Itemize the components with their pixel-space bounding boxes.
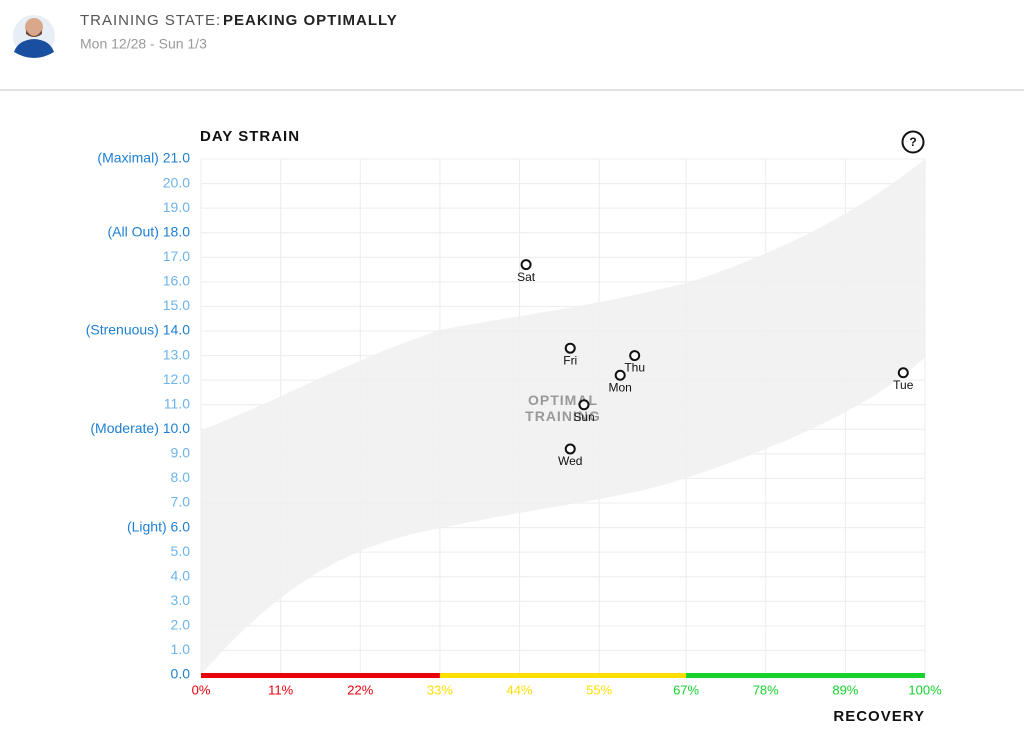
- y-tick-label: 3.0: [171, 592, 191, 608]
- y-tick-label: 17.0: [163, 248, 190, 264]
- separator: [0, 89, 1024, 91]
- y-tick-label: (Maximal) 21.0: [97, 150, 190, 166]
- y-axis-title: DAY STRAIN: [200, 128, 300, 145]
- y-tick-label: 11.0: [164, 395, 190, 411]
- y-tick-label: 4.0: [171, 567, 191, 583]
- y-tick-label: (Strenuous) 14.0: [86, 322, 190, 338]
- x-tick-label: 44%: [507, 682, 533, 697]
- state: PEAKING OPTIMALLY: [223, 12, 398, 29]
- y-tick-label: 9.0: [171, 445, 191, 461]
- x-axis-title: RECOVERY: [833, 708, 925, 725]
- y-tick-label: 7.0: [171, 494, 191, 510]
- point: [564, 342, 576, 354]
- recovery-zone: [686, 673, 925, 678]
- x-tick-label: 11%: [268, 682, 293, 697]
- recovery-zone: [439, 673, 687, 678]
- point: [629, 350, 641, 362]
- optimal-band: [201, 159, 925, 675]
- y-tick-label: 20.0: [163, 174, 190, 190]
- y-tick-label: (All Out) 18.0: [108, 223, 191, 239]
- point-label: Wed: [558, 454, 582, 468]
- point-label: Mon: [609, 380, 632, 394]
- x-tick-label: 100%: [908, 682, 942, 697]
- help-icon[interactable]: ?: [909, 135, 916, 149]
- date-range: Mon 12/28 - Sun 1/3: [80, 36, 207, 52]
- x-tick-label: 33%: [427, 682, 453, 697]
- y-tick-label: 13.0: [163, 346, 190, 362]
- state-label: TRAINING STATE:: [80, 12, 221, 29]
- avatar: [13, 15, 55, 58]
- point-label: Fri: [563, 353, 577, 367]
- y-tick-label: 15.0: [163, 297, 190, 313]
- y-tick-label: 19.0: [163, 199, 190, 215]
- point-label: Thu: [624, 361, 645, 375]
- point-label: Sat: [517, 270, 536, 284]
- help-button[interactable]: [901, 130, 925, 154]
- point: [520, 259, 532, 271]
- point-label: Sun: [573, 410, 594, 424]
- y-tick-label: 0.0: [171, 666, 191, 682]
- y-tick-label: 1.0: [171, 641, 191, 657]
- y-tick-label: 8.0: [171, 469, 191, 485]
- point: [614, 369, 626, 381]
- point: [564, 443, 576, 455]
- point-label: Tue: [893, 378, 914, 392]
- x-tick-label: 22%: [347, 682, 373, 697]
- y-tick-label: 2.0: [171, 617, 191, 633]
- x-tick-label: 78%: [753, 682, 779, 697]
- y-tick-label: 12.0: [163, 371, 190, 387]
- x-tick-label: 89%: [832, 682, 858, 697]
- y-tick-label: (Moderate) 10.0: [90, 420, 190, 436]
- y-tick-label: 16.0: [163, 273, 190, 289]
- x-tick-label: 0%: [192, 682, 211, 697]
- point: [578, 399, 590, 411]
- y-tick-label: 5.0: [171, 543, 191, 559]
- x-tick-label: 55%: [586, 682, 612, 697]
- point: [897, 367, 909, 379]
- x-tick-label: 67%: [673, 682, 699, 697]
- recovery-zone: [201, 673, 440, 678]
- y-tick-label: (Light) 6.0: [127, 518, 190, 534]
